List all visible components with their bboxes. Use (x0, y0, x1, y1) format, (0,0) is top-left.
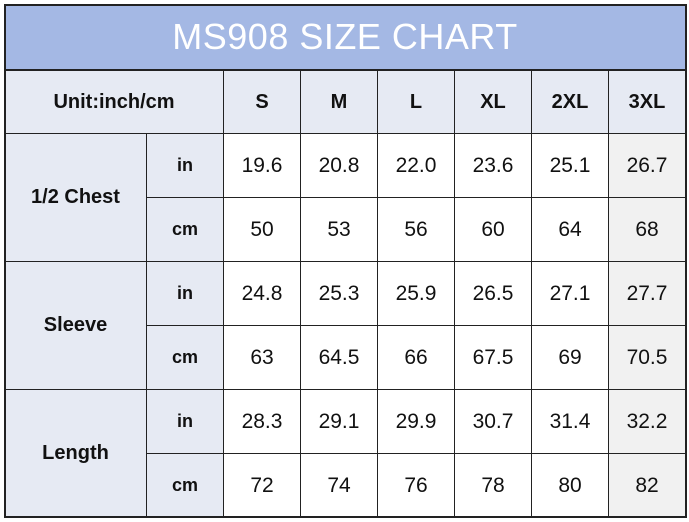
size-value: 78 (455, 454, 532, 518)
size-value: 27.7 (609, 262, 686, 326)
size-value: 26.7 (609, 134, 686, 198)
size-value: 27.1 (532, 262, 609, 326)
measure-label: Sleeve (5, 262, 147, 390)
size-value: 69 (532, 326, 609, 390)
size-value: 56 (378, 198, 455, 262)
size-value: 63 (224, 326, 301, 390)
size-header: XL (455, 71, 532, 134)
size-value: 53 (301, 198, 378, 262)
size-header: 2XL (532, 71, 609, 134)
size-value: 25.3 (301, 262, 378, 326)
size-value: 50 (224, 198, 301, 262)
size-value: 20.8 (301, 134, 378, 198)
unit-label: cm (147, 326, 224, 390)
size-header: M (301, 71, 378, 134)
size-value: 66 (378, 326, 455, 390)
size-value: 26.5 (455, 262, 532, 326)
size-value: 29.9 (378, 390, 455, 454)
size-value: 25.1 (532, 134, 609, 198)
size-value: 60 (455, 198, 532, 262)
size-value: 25.9 (378, 262, 455, 326)
size-value: 70.5 (609, 326, 686, 390)
size-value: 31.4 (532, 390, 609, 454)
size-value: 64 (532, 198, 609, 262)
size-value: 32.2 (609, 390, 686, 454)
size-value: 24.8 (224, 262, 301, 326)
size-header: 3XL (609, 71, 686, 134)
size-header: S (224, 71, 301, 134)
size-value: 80 (532, 454, 609, 518)
measure-label: 1/2 Chest (5, 134, 147, 262)
unit-label: cm (147, 198, 224, 262)
unit-label: in (147, 262, 224, 326)
size-value: 72 (224, 454, 301, 518)
size-value: 82 (609, 454, 686, 518)
unit-label: in (147, 134, 224, 198)
size-value: 64.5 (301, 326, 378, 390)
chart-title: MS908 SIZE CHART (5, 5, 686, 71)
size-value: 76 (378, 454, 455, 518)
size-value: 29.1 (301, 390, 378, 454)
size-value: 74 (301, 454, 378, 518)
unit-label: in (147, 390, 224, 454)
size-value: 22.0 (378, 134, 455, 198)
unit-header: Unit:inch/cm (5, 71, 224, 134)
size-header: L (378, 71, 455, 134)
unit-label: cm (147, 454, 224, 518)
size-value: 30.7 (455, 390, 532, 454)
measure-label: Length (5, 390, 147, 518)
size-value: 68 (609, 198, 686, 262)
size-value: 19.6 (224, 134, 301, 198)
size-value: 23.6 (455, 134, 532, 198)
size-value: 67.5 (455, 326, 532, 390)
size-value: 28.3 (224, 390, 301, 454)
